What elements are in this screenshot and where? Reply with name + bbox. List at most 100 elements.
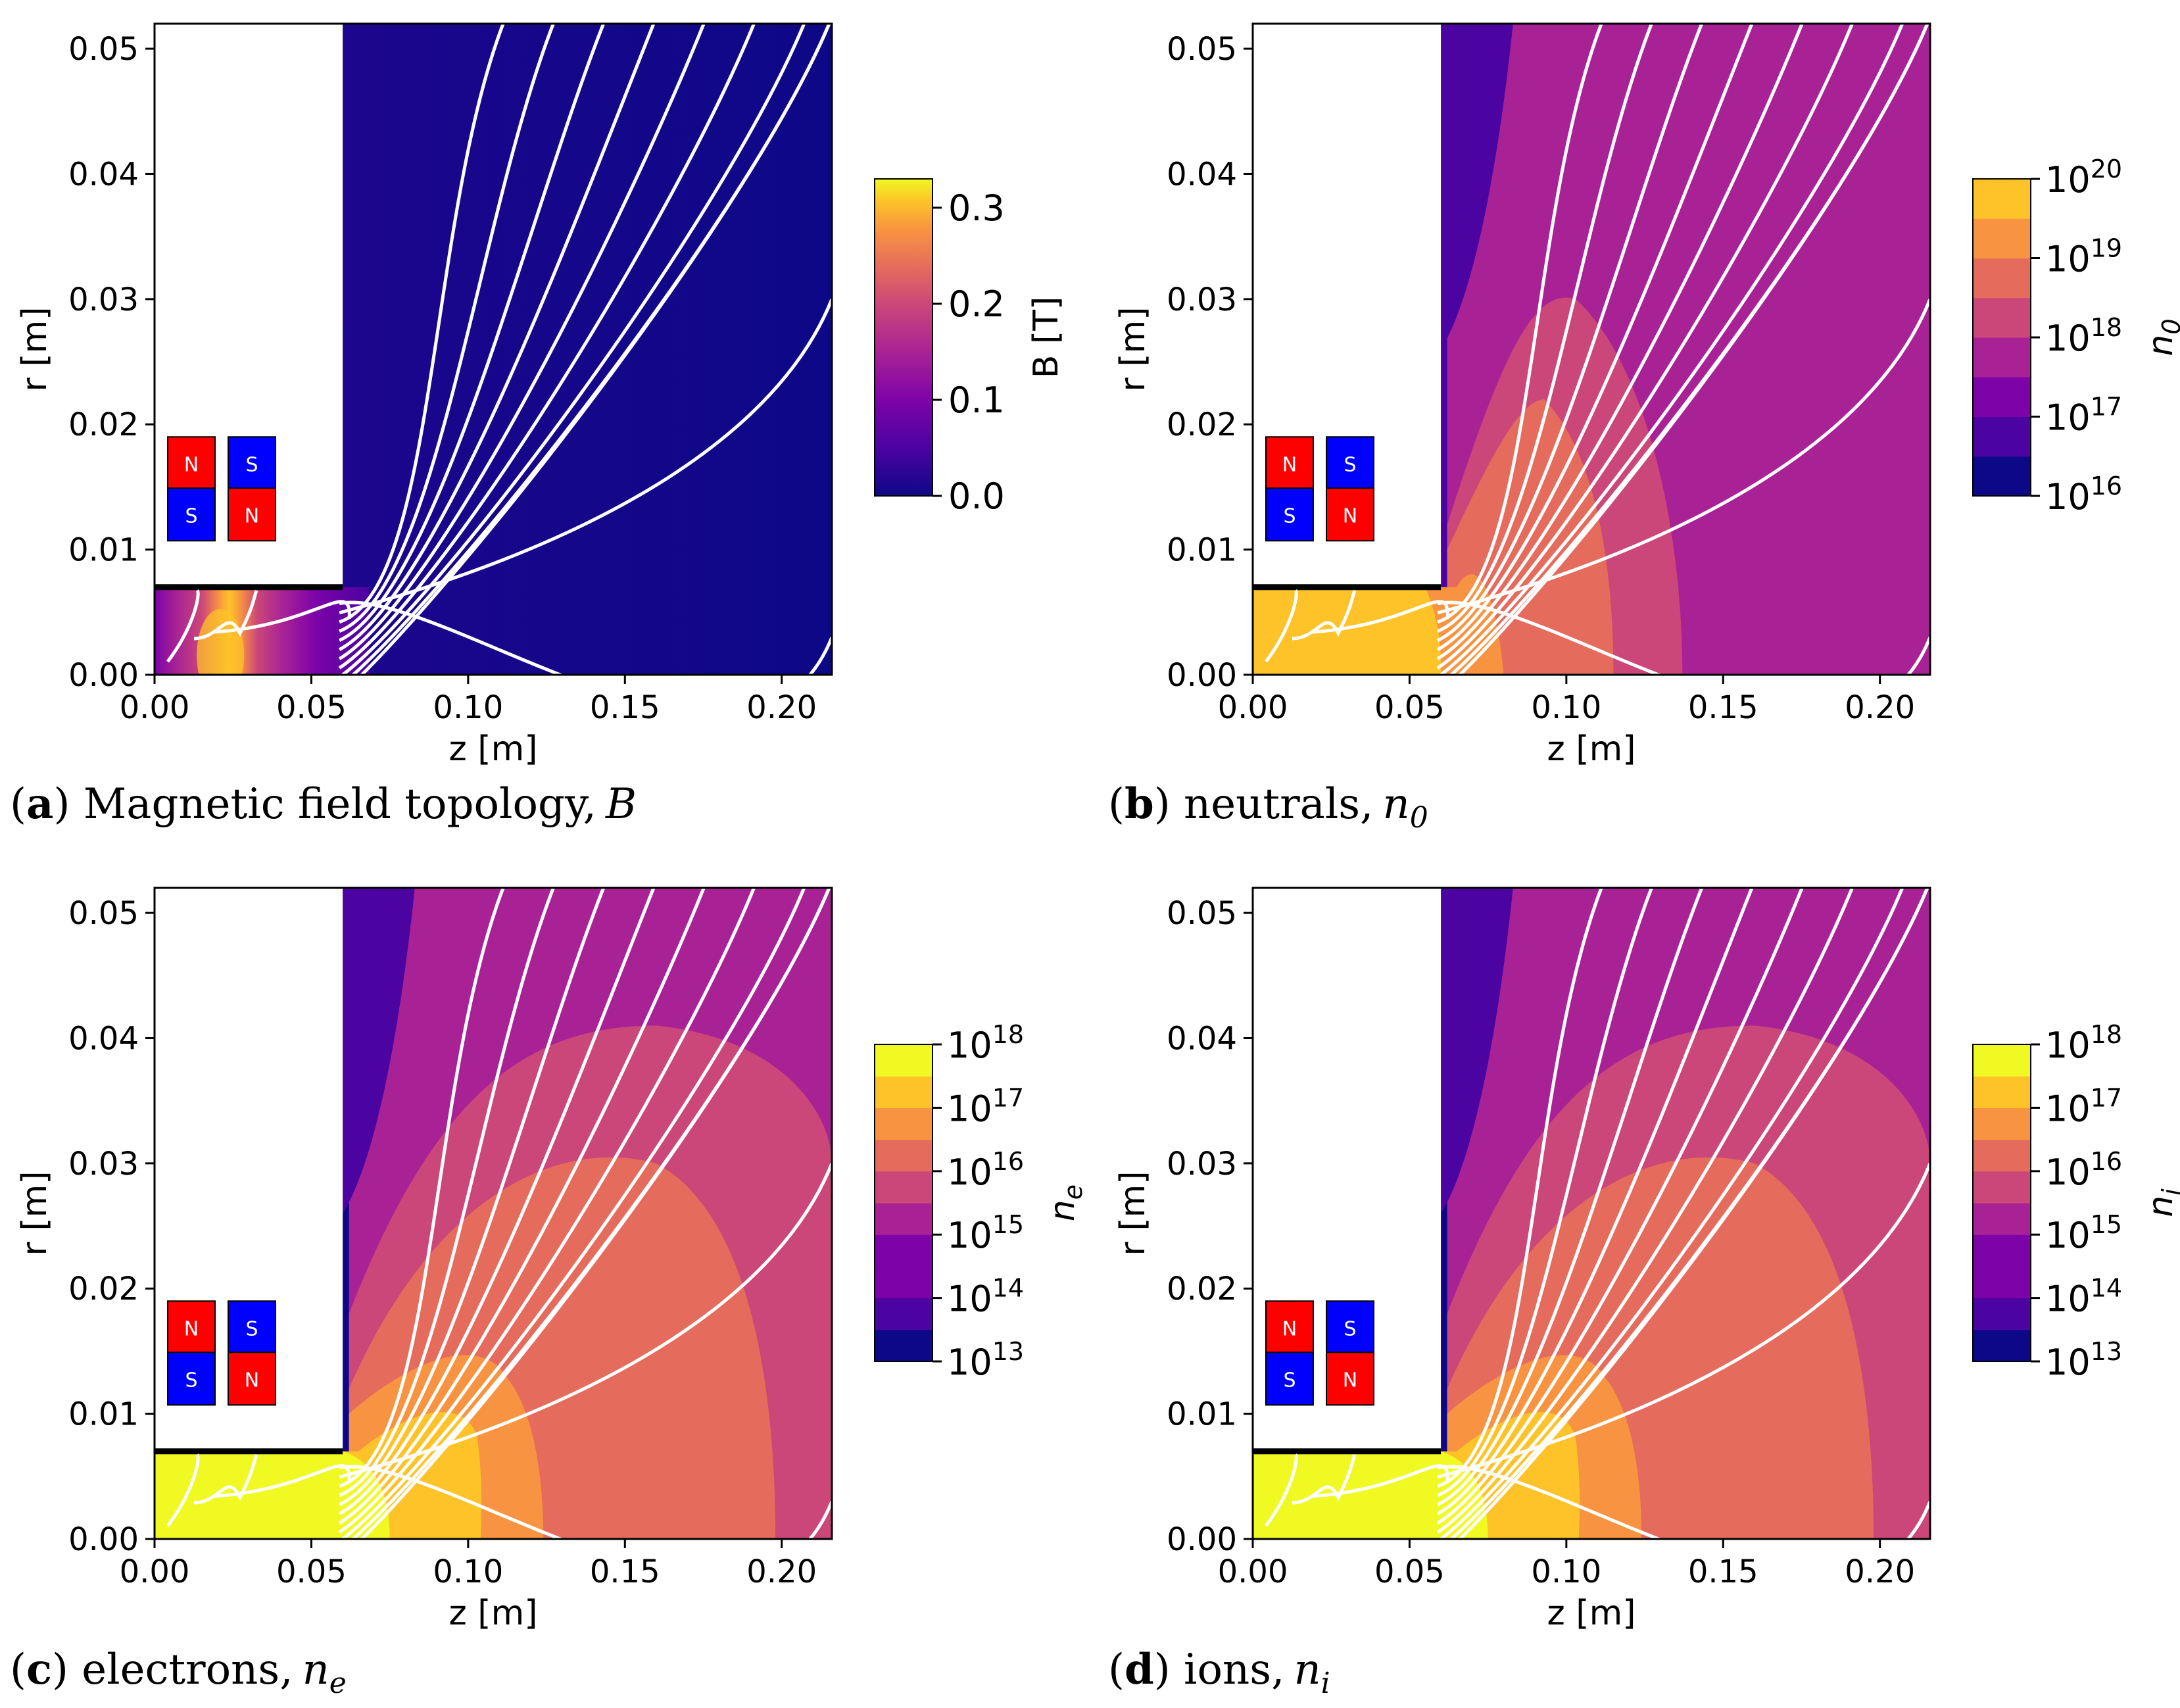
field-line-6	[1436, 888, 1804, 1525]
colorbar: 101810171016101510141013ni	[1972, 1020, 2180, 1383]
field-line-2	[339, 888, 505, 1488]
y-tick-label: 0.02	[68, 406, 139, 443]
plot-area	[1253, 888, 1930, 1539]
magnet-label: N	[184, 453, 199, 476]
tick-exponent: 15	[992, 1210, 1024, 1239]
x-tick-label: 0.05	[276, 1553, 347, 1590]
tick-exponent: 17	[2091, 393, 2122, 422]
y-tick-label: 0.03	[68, 1146, 139, 1183]
field-line-3	[339, 24, 556, 633]
y-tick-label: 0.03	[1167, 1146, 1237, 1183]
colorbar-band-7	[1973, 1108, 2031, 1140]
tick-base: 10	[2045, 1088, 2091, 1129]
field-line-8	[1438, 24, 1904, 675]
tick-exponent: 17	[992, 1083, 1024, 1112]
colorbar-band-4	[875, 1203, 933, 1235]
field-line-0	[1437, 600, 1930, 675]
colorbar: 10201019101810171016n0	[1972, 155, 2180, 518]
tick-base: 10	[2045, 1215, 2091, 1256]
y-tick-label: 0.01	[1167, 532, 1237, 569]
colorbar-label: ne	[1043, 1184, 1088, 1221]
x-tick-label: 0.20	[1845, 689, 1915, 726]
y-tick-label: 0.05	[68, 895, 139, 932]
colorbar-band-2	[1973, 1266, 2031, 1299]
magnet-label: N	[1282, 453, 1297, 476]
y-tick-label: 0.02	[1167, 1271, 1237, 1307]
magnet-label: N	[1282, 1317, 1297, 1340]
field-line-5	[338, 24, 656, 651]
y-tick-label: 0.01	[68, 532, 139, 569]
y-tick-label: 0.01	[68, 1396, 139, 1433]
magnet-0-0	[167, 1300, 216, 1355]
colorbar-border	[1972, 1044, 2031, 1362]
x-tick-label: 0.15	[1688, 689, 1758, 726]
y-tick-label: 0.05	[1167, 31, 1237, 68]
colorbar-band-6	[1973, 1139, 2031, 1172]
field-line-4	[1437, 888, 1704, 1506]
field-line-4	[339, 24, 606, 642]
magnet-1-1	[228, 1352, 276, 1406]
colorbar-band-4	[1973, 297, 2031, 338]
y-axis-label: r [m]	[15, 306, 55, 391]
field-line-1	[1437, 1162, 1930, 1479]
cusp-field-lines	[1265, 589, 1449, 663]
tick-exponent: 14	[2091, 1274, 2122, 1303]
y-tick-label: 0.02	[1167, 406, 1237, 443]
tick-base: 10	[2045, 318, 2091, 359]
caption-symbol: n	[1294, 1646, 1320, 1694]
tick-base: 10	[2045, 1152, 2091, 1193]
magnet-0-1	[228, 1300, 276, 1355]
tick-exponent: 16	[992, 1147, 1024, 1176]
field-line-7	[338, 888, 756, 1534]
axes-frame	[1251, 887, 1931, 1540]
tick-base: 10	[947, 1215, 992, 1256]
field-line-8	[339, 24, 806, 675]
colorbar-band-3	[875, 1234, 933, 1267]
colorbar-tick-label: 1014	[2045, 1274, 2122, 1320]
wall-edge-region	[343, 888, 415, 1213]
field-line-7	[338, 24, 756, 670]
magnet-0-1	[1326, 1300, 1374, 1355]
caption-subscript: 0	[1410, 801, 1428, 835]
magnet-legend: N S S N	[1265, 436, 1374, 542]
magnet-legend: N S S N	[167, 436, 276, 542]
colorbar-label: ni	[2141, 1188, 2180, 1217]
tick-base: 10	[947, 1279, 992, 1320]
colorbar-band-0	[1973, 1329, 2031, 1362]
field-line-10	[359, 888, 831, 1539]
colorbar-band-9	[875, 1044, 933, 1077]
colorbar-band-0	[1973, 456, 2031, 497]
y-axis-label: r [m]	[15, 1171, 55, 1256]
field-line-1	[1437, 298, 1930, 615]
field-line-6	[338, 888, 706, 1525]
colorbar-label-base: n	[1043, 1200, 1082, 1221]
magnet-label: S	[1344, 453, 1356, 476]
colorbar-tick-label: 0.3	[948, 187, 1005, 229]
y-axis-label: r [m]	[1113, 306, 1153, 391]
colorbar-label: B [T]	[1027, 297, 1066, 379]
colorbar-band-8	[875, 1076, 933, 1108]
x-tick-label: 0.00	[1218, 689, 1288, 726]
magnet-label: N	[245, 504, 259, 527]
colorbar-tick-label: 0.1	[948, 379, 1005, 421]
magnet-label: N	[245, 1369, 259, 1392]
panel-d: N S S N 0.00 0.05 0.10 0.15 0.20 0.00 0.01 0.02 0.03…	[1108, 887, 2180, 1700]
field-line-10	[359, 24, 831, 675]
x-tick-label: 0.00	[1218, 1553, 1288, 1590]
contour-level-6	[1253, 1451, 1488, 1539]
caption-text: ions,	[1184, 1646, 1284, 1694]
tick-exponent: 16	[2091, 472, 2122, 500]
colorbar-band-1	[875, 1298, 933, 1330]
caption-symbol: n	[1382, 780, 1409, 829]
colorbar-tick-label: 1018	[2045, 1020, 2122, 1066]
caption-close-paren: )	[1154, 1646, 1184, 1694]
colorbar-label-base: n	[2141, 335, 2180, 356]
colorbar-tick-label: 1016	[2045, 472, 2122, 518]
magnet-legend: N S S N	[1265, 1300, 1374, 1406]
colorbar-band-6	[1973, 218, 2031, 258]
caption-letter: a	[26, 779, 53, 829]
colorbar-band-5	[1973, 1171, 2031, 1204]
field-peak	[197, 609, 245, 675]
x-axis-label: z [m]	[448, 1594, 537, 1633]
colorbar-tick-label: 1018	[947, 1020, 1024, 1066]
